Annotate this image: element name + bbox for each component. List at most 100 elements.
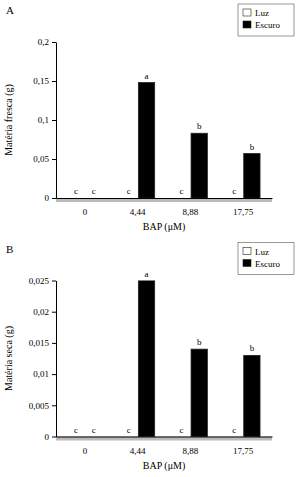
- tick-label: 0,02: [33, 307, 49, 317]
- tick-mark: [52, 81, 56, 82]
- tick-label: 0: [83, 446, 88, 456]
- x-tick: 4,44: [130, 437, 146, 456]
- x-tick: 0: [83, 198, 88, 217]
- x-axis-title: BAP (μM): [143, 221, 186, 233]
- letter: b: [197, 337, 202, 347]
- letter: c: [232, 425, 236, 435]
- figure: Ac c c c c a b b 0 0,05 0,1 0,15 0,2 0 4,44 8,88 17,75 BA…: [0, 0, 298, 477]
- y-axis-title: Matéria fresca (g): [3, 84, 15, 156]
- y-tick: 0,015: [29, 338, 56, 348]
- y-tick: 0,025: [29, 276, 56, 286]
- axis-line: [57, 198, 273, 199]
- letter: c: [179, 186, 183, 196]
- legend-label: Luz: [255, 8, 269, 18]
- tick-mark: [52, 312, 56, 313]
- letter: b: [250, 142, 255, 152]
- x-tick: 8,88: [182, 198, 198, 217]
- tick-mark: [52, 42, 56, 43]
- bars: [138, 83, 260, 198]
- tick-mark: [52, 120, 56, 121]
- letter: c: [92, 186, 96, 196]
- tick-mark: [52, 437, 56, 438]
- letter: a: [145, 269, 149, 279]
- bar: [138, 83, 154, 198]
- y-tick: 0,1: [38, 115, 56, 125]
- letters: c c c c c a b b: [74, 71, 255, 196]
- letter: b: [250, 343, 255, 353]
- tick-mark: [52, 405, 56, 406]
- letter: c: [179, 425, 183, 435]
- letter: c: [232, 186, 236, 196]
- y-axis: 0 0,05 0,1 0,15 0,2: [33, 37, 56, 203]
- legend-box: [238, 243, 294, 275]
- axis-line: [56, 43, 57, 199]
- y-tick: 0,15: [33, 76, 56, 86]
- legend: Luz Escuro: [238, 243, 294, 275]
- panel: Bc c c c c a b b 0 0,005 0,01 0,015 0,02 0,025 0 4,44 8,…: [3, 243, 294, 472]
- x-axis: 0 4,44 8,88 17,75: [57, 198, 273, 217]
- panel-title: B: [6, 243, 13, 255]
- panel-title: A: [6, 4, 14, 16]
- tick-mark: [52, 281, 56, 282]
- legend-label: Luz: [255, 247, 269, 257]
- legend-swatch: [243, 260, 251, 267]
- letters: c c c c c a b b: [74, 269, 255, 435]
- letter: a: [145, 71, 149, 81]
- legend-swatch: [243, 21, 251, 28]
- tick-label: 4,44: [130, 446, 146, 456]
- tick-label: 0,01: [33, 369, 49, 379]
- x-tick: 8,88: [182, 437, 198, 456]
- y-tick: 0: [45, 432, 57, 442]
- tick-label: 8,88: [182, 446, 198, 456]
- legend: LuzEscuro: [238, 4, 294, 36]
- bars: [138, 281, 260, 437]
- bar: [191, 133, 207, 198]
- letter: c: [92, 425, 96, 435]
- x-axis-title: BAP (μM): [143, 460, 186, 472]
- tick-label: 0,015: [29, 338, 50, 348]
- x-axis: 0 4,44 8,88 17,75: [57, 437, 273, 456]
- y-tick: 0,2: [38, 37, 56, 47]
- floor: [56, 437, 272, 441]
- legend-swatch: [243, 9, 251, 16]
- tick-label: 0,005: [29, 401, 50, 411]
- bar: [191, 349, 207, 436]
- y-tick: 0: [45, 193, 57, 203]
- y-axis-title: Matéria seca (g): [3, 326, 15, 391]
- bar: [244, 154, 260, 198]
- legend-label: Escuro: [255, 259, 280, 269]
- tick-label: 0,025: [29, 276, 50, 286]
- legend-box: [238, 4, 294, 36]
- letter: c: [127, 425, 131, 435]
- letter: c: [74, 186, 78, 196]
- panel: Ac c c c c a b b 0 0,05 0,1 0,15 0,2 0 4,44 8,88 17,75 BA…: [3, 4, 294, 233]
- x-tick: 0: [83, 437, 88, 456]
- y-axis: 0 0,005 0,01 0,015 0,02 0,025: [29, 276, 57, 442]
- x-tick: 17,75: [233, 198, 254, 217]
- tick-label: 0: [45, 432, 50, 442]
- tick-label: 4,44: [130, 207, 146, 217]
- legend-swatch: [243, 248, 251, 255]
- tick-label: 0,1: [38, 115, 49, 125]
- letter: c: [127, 186, 131, 196]
- tick-label: 17,75: [233, 446, 254, 456]
- floor: [56, 198, 272, 202]
- tick-label: 0,15: [33, 76, 49, 86]
- y-tick: 0,05: [33, 154, 56, 164]
- x-tick: 17,75: [233, 437, 254, 456]
- tick-label: 0: [83, 207, 88, 217]
- y-tick: 0,005: [29, 401, 56, 411]
- tick-label: 8,88: [182, 207, 198, 217]
- bar: [138, 281, 154, 437]
- tick-label: 0: [45, 193, 50, 203]
- bar: [244, 355, 260, 436]
- tick-label: 17,75: [233, 207, 254, 217]
- tick-mark: [52, 343, 56, 344]
- axis-line: [56, 281, 57, 437]
- tick-mark: [52, 374, 56, 375]
- axis-line: [57, 437, 273, 438]
- tick-label: 0,05: [33, 154, 49, 164]
- tick-label: 0,2: [38, 37, 49, 47]
- letter: b: [197, 121, 202, 131]
- letter: c: [74, 425, 78, 435]
